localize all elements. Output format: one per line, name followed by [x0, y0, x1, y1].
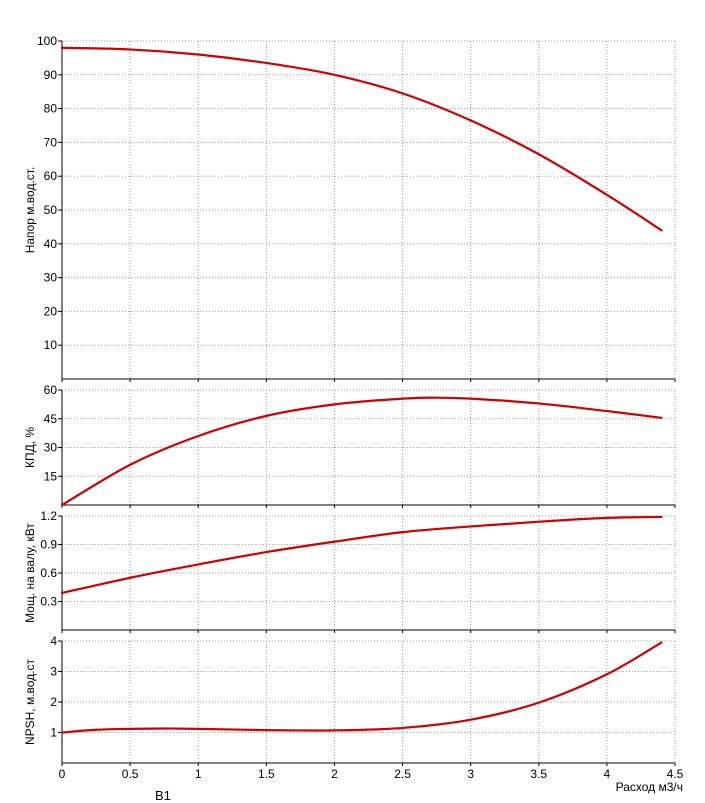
x-tick-label: 4 [604, 767, 611, 781]
series-line [60, 641, 663, 734]
y-tick-label: 40 [44, 237, 58, 251]
data-point [61, 731, 63, 734]
y-tick-label: 0.6 [40, 566, 57, 580]
data-point [606, 410, 608, 412]
y-tick-label: 20 [44, 304, 58, 318]
data-point [129, 48, 131, 51]
x-tick-label: 3 [467, 767, 474, 781]
data-point [163, 727, 165, 730]
data-point [469, 525, 472, 528]
data-point [401, 92, 404, 95]
data-point [333, 74, 336, 76]
y-tick-label: 0.9 [40, 538, 57, 552]
y-tick-label: 30 [44, 271, 58, 285]
data-point [333, 729, 336, 732]
y-tick-label: 2 [50, 695, 57, 709]
y-tick-label: 45 [44, 412, 58, 426]
data-point [333, 540, 336, 543]
data-point [61, 504, 63, 506]
panel-1: 10 20 30 40 50 60 70 80 90 100 Напор м.вод.ст. [23, 34, 676, 382]
y-axis-label: КПД, % [23, 427, 37, 468]
data-point [333, 403, 336, 406]
data-point [469, 119, 472, 122]
y-tick-label: 0.3 [40, 595, 57, 609]
y-tick-label: 1.2 [40, 509, 57, 523]
data-point [129, 463, 131, 466]
series-line [60, 396, 663, 507]
data-point [61, 592, 63, 594]
y-tick-label: 50 [44, 203, 58, 217]
data-point [401, 397, 404, 400]
data-point [95, 728, 97, 731]
x-tick-label: 0.5 [122, 767, 139, 781]
data-point [197, 563, 200, 566]
panel-4: 1 2 3 4 NPSH, м.вод.ст 0 0.5 1 1.5 2 2.5 3 3.5 4 4.5Ра… [23, 634, 684, 794]
data-point [537, 153, 540, 156]
data-point [265, 62, 268, 64]
data-point [537, 402, 540, 405]
y-tick-label: 60 [44, 169, 58, 183]
data-point [401, 727, 404, 729]
data-point [197, 728, 200, 730]
y-axis-label: Мощ. на валу, кВт [23, 523, 37, 623]
data-point [129, 576, 131, 579]
data-point [660, 516, 663, 518]
y-tick-label: 70 [44, 135, 58, 149]
x-tick-label: 2 [331, 767, 338, 781]
data-point [606, 673, 608, 676]
y-tick-label: 4 [50, 634, 57, 648]
series-line [60, 515, 663, 595]
data-point [469, 397, 472, 400]
data-point [401, 531, 404, 533]
y-tick-label: 90 [44, 68, 58, 82]
data-point [537, 701, 540, 704]
y-tick-label: 1 [50, 726, 57, 740]
data-point [660, 229, 663, 232]
data-point [606, 517, 608, 519]
x-axis-label: Расход м3/ч [616, 780, 683, 794]
y-tick-label: 10 [44, 338, 58, 352]
data-point [129, 728, 131, 730]
x-tick-label: 4.5 [667, 767, 684, 781]
x-tick-label: 1 [195, 767, 202, 781]
data-point [469, 718, 472, 721]
data-point [265, 551, 268, 553]
y-tick-label: 100 [37, 34, 57, 48]
y-tick-label: 3 [50, 665, 57, 679]
x-tick-label: 3.5 [530, 767, 547, 781]
data-point [435, 396, 438, 399]
y-tick-label: 80 [44, 102, 58, 116]
y-tick-label: 60 [44, 383, 58, 397]
x-tick-label: 0 [59, 767, 66, 781]
y-tick-label: 30 [44, 441, 58, 455]
y-axis-label: NPSH, м.вод.ст [23, 658, 37, 745]
data-point [606, 193, 608, 196]
data-point [197, 53, 200, 56]
footer-note: В1 [155, 788, 171, 803]
data-point [537, 520, 540, 523]
series-line [60, 46, 663, 232]
data-point [197, 435, 200, 437]
x-tick-label: 2.5 [394, 767, 411, 781]
y-axis-label: Напор м.вод.ст. [23, 167, 37, 254]
data-point [265, 729, 268, 731]
x-tick-label: 1.5 [258, 767, 275, 781]
data-point [660, 416, 663, 419]
y-tick-label: 15 [44, 469, 58, 483]
panel-2: 15 30 45 60 КПД, % [23, 383, 676, 508]
data-point [265, 415, 268, 417]
data-point [660, 641, 663, 644]
data-point [61, 46, 63, 49]
